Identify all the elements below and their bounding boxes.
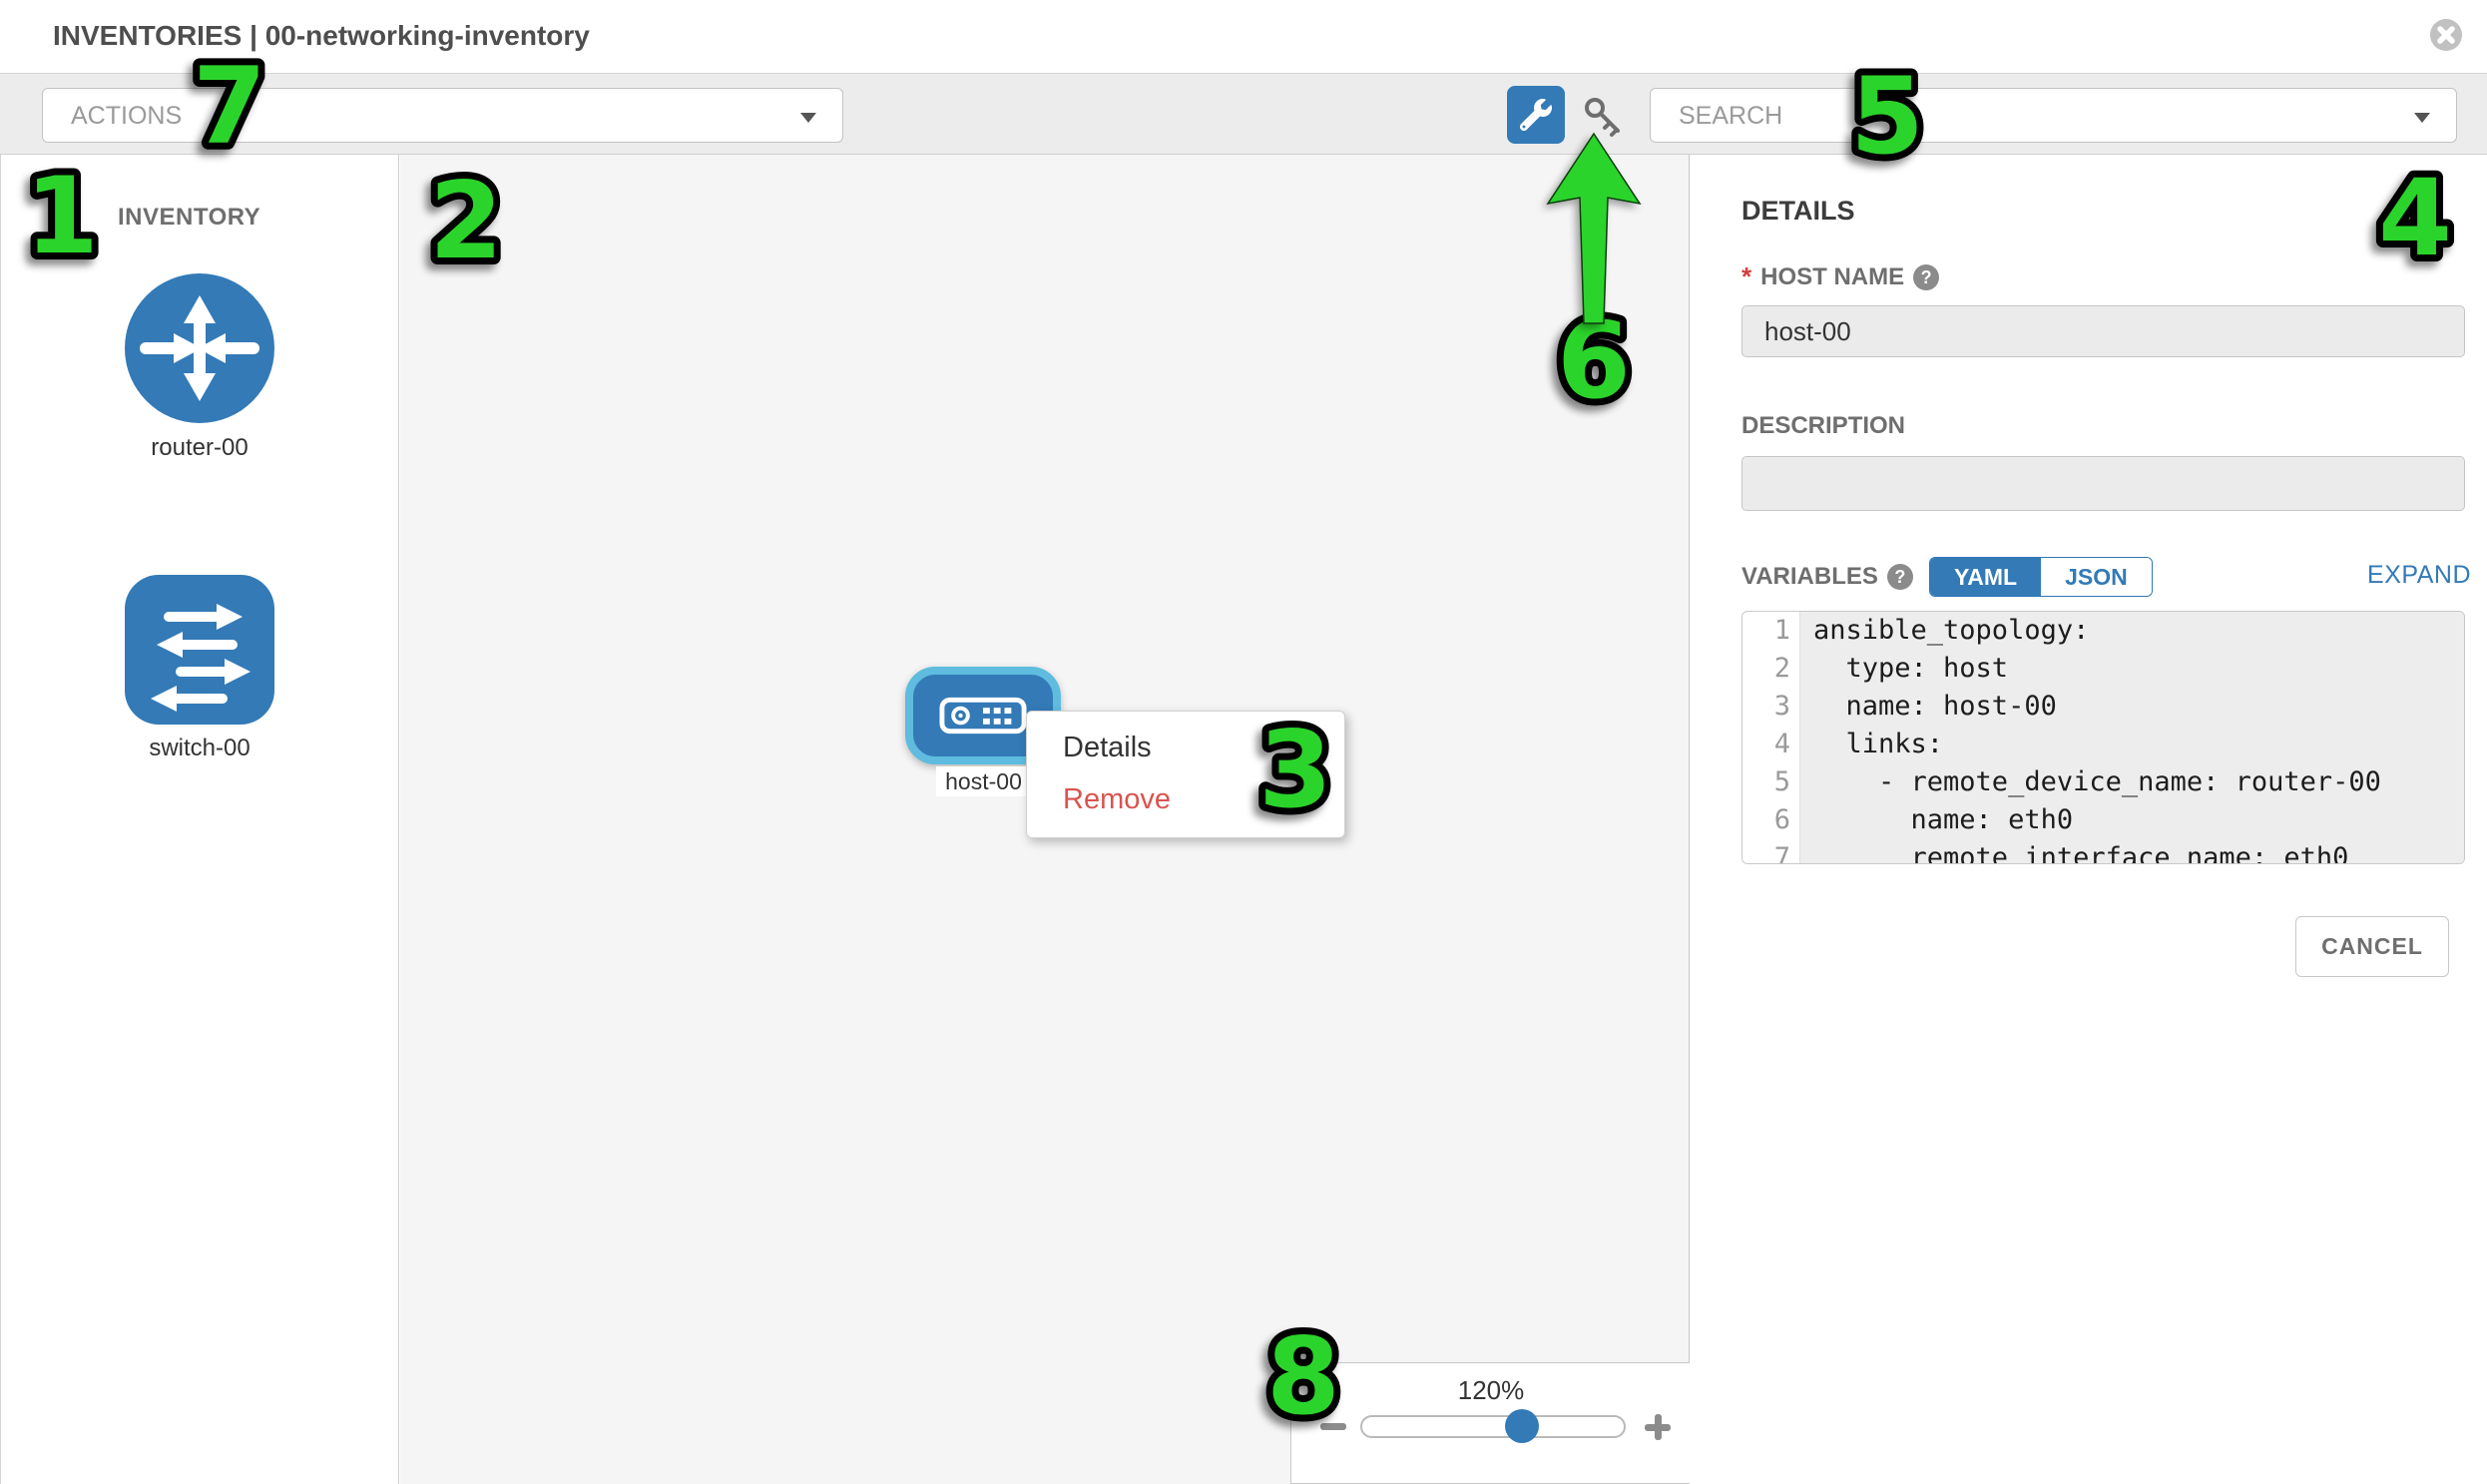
- tab-json[interactable]: JSON: [2041, 558, 2152, 596]
- code-line: 6 name: eth0: [1742, 801, 2464, 839]
- switch-icon: [125, 575, 274, 725]
- required-marker: *: [1741, 261, 1752, 291]
- line-text: name: host-00: [1800, 688, 2464, 726]
- code-line: 1 ansible_topology:: [1742, 612, 2464, 650]
- zoom-in-button[interactable]: [1645, 1414, 1671, 1440]
- line-text: ansible_topology:: [1800, 612, 2464, 650]
- sidebar-item-switch[interactable]: [125, 575, 274, 730]
- host-name-label-row: * HOST NAME ?: [1741, 261, 1940, 292]
- line-text: - remote_device_name: router-00: [1800, 763, 2464, 801]
- cancel-button[interactable]: CANCEL: [2295, 916, 2449, 977]
- details-panel-title: DETAILS: [1741, 196, 1855, 226]
- router-icon: [125, 273, 274, 423]
- line-number: 2: [1742, 650, 1800, 688]
- sidebar-item-switch-label: switch-00: [149, 735, 250, 761]
- variables-code-editor[interactable]: 1 ansible_topology: 2 type: host 3 name:…: [1741, 611, 2465, 864]
- sidebar-item-router[interactable]: [125, 273, 274, 428]
- line-number: 7: [1742, 839, 1800, 863]
- close-icon[interactable]: [2429, 18, 2463, 52]
- host-name-label: HOST NAME: [1760, 262, 1905, 290]
- actions-dropdown[interactable]: ACTIONS: [42, 88, 843, 143]
- description-input[interactable]: [1741, 456, 2465, 511]
- line-number: 6: [1742, 801, 1800, 839]
- key-icon: [1585, 98, 1620, 137]
- line-number: 3: [1742, 688, 1800, 726]
- zoom-control-panel: 120%: [1290, 1362, 1690, 1484]
- zoom-slider-thumb[interactable]: [1505, 1409, 1539, 1443]
- caret-down-icon: [800, 113, 816, 123]
- tab-yaml[interactable]: YAML: [1930, 558, 2042, 596]
- header: INVENTORIES | 00-networking-inventory: [0, 0, 2487, 73]
- expand-link[interactable]: EXPAND: [2367, 561, 2471, 589]
- code-line: 2 type: host: [1742, 650, 2464, 688]
- code-line: 5 - remote_device_name: router-00: [1742, 763, 2464, 801]
- actions-dropdown-label: ACTIONS: [71, 102, 183, 130]
- search-dropdown[interactable]: SEARCH: [1650, 88, 2457, 143]
- variables-label-row: VARIABLES ?: [1741, 563, 1913, 591]
- code-line: 3 name: host-00: [1742, 688, 2464, 726]
- toolbar: ACTIONS SEARCH: [0, 73, 2487, 155]
- line-text: type: host: [1800, 650, 2464, 688]
- sidebar-item-router-label: router-00: [151, 434, 249, 461]
- context-menu-item-details[interactable]: Details: [1063, 732, 1152, 763]
- host-icon: [939, 697, 1027, 735]
- line-text: name: eth0: [1800, 801, 2464, 839]
- code-line: 7 remote_interface_name: eth0: [1742, 839, 2464, 863]
- sidebar-title: INVENTORY: [118, 204, 261, 231]
- description-label: DESCRIPTION: [1741, 412, 1906, 439]
- host-node-label: host-00: [936, 766, 1031, 796]
- zoom-slider[interactable]: [1360, 1409, 1626, 1443]
- page-title: INVENTORIES | 00-networking-inventory: [53, 20, 590, 51]
- zoom-level-value: 120%: [1457, 1375, 1525, 1405]
- zoom-out-button[interactable]: [1320, 1423, 1346, 1430]
- caret-down-icon: [2414, 113, 2430, 123]
- configure-topology-button[interactable]: [1507, 86, 1565, 144]
- search-dropdown-label: SEARCH: [1679, 102, 1783, 130]
- line-text: remote_interface_name: eth0: [1800, 839, 2464, 863]
- question-icon[interactable]: ?: [1886, 564, 1913, 590]
- description-label-row: DESCRIPTION: [1741, 412, 1905, 440]
- line-number: 1: [1742, 612, 1800, 650]
- wrench-icon: [1520, 99, 1552, 131]
- key-button[interactable]: [1577, 90, 1629, 142]
- question-icon[interactable]: ?: [1913, 263, 1940, 290]
- node-context-menu: Details Remove: [1026, 711, 1345, 838]
- host-name-input[interactable]: [1741, 305, 2465, 357]
- code-line: 4 links:: [1742, 726, 2464, 763]
- context-menu-item-remove[interactable]: Remove: [1063, 783, 1171, 815]
- line-text: links:: [1800, 726, 2464, 763]
- line-number: 4: [1742, 726, 1800, 763]
- line-number: 5: [1742, 763, 1800, 801]
- variables-format-toggle: YAML JSON: [1929, 557, 2153, 597]
- variables-label: VARIABLES: [1741, 563, 1878, 590]
